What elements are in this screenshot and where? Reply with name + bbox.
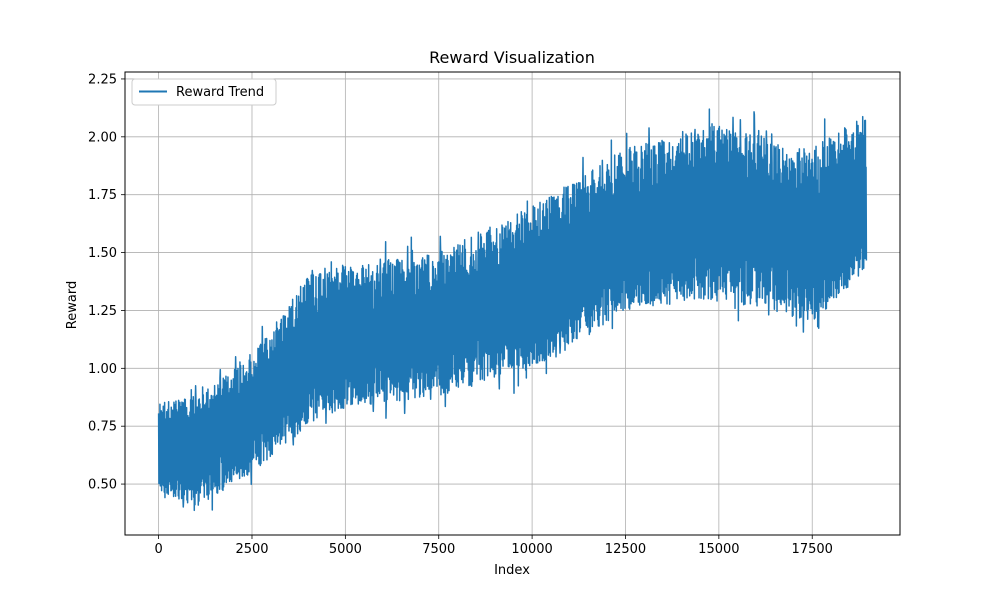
y-axis-ticks: 0.50 0.75 1.00 1.25 1.50 1.75 2.00 2.25 bbox=[88, 72, 125, 493]
y-tick-label: 2.00 bbox=[88, 130, 117, 145]
legend-label-reward-trend: Reward Trend bbox=[176, 85, 264, 100]
plot-frame bbox=[124, 71, 901, 536]
series-reward-trend bbox=[157, 108, 868, 512]
x-tick-label: 5000 bbox=[329, 542, 362, 557]
y-axis-label: Reward bbox=[65, 281, 80, 329]
x-tick-label: 15000 bbox=[698, 542, 739, 557]
x-tick-label: 2500 bbox=[235, 542, 268, 557]
y-tick-label: 1.50 bbox=[88, 246, 117, 261]
x-tick-label: 0 bbox=[154, 542, 162, 557]
x-tick-label: 10000 bbox=[511, 542, 552, 557]
y-tick-label: 1.25 bbox=[88, 304, 117, 319]
x-tick-label: 12500 bbox=[605, 542, 646, 557]
y-tick-label: 2.25 bbox=[88, 72, 117, 87]
y-tick-label: 1.00 bbox=[88, 362, 117, 377]
x-axis-ticks: 0 2500 5000 7500 10000 12500 15000 17500 bbox=[154, 535, 833, 557]
y-tick-label: 1.75 bbox=[88, 188, 117, 203]
legend: Reward Trend bbox=[131, 78, 277, 106]
x-axis-label: Index bbox=[494, 563, 530, 578]
x-tick-label: 17500 bbox=[792, 542, 833, 557]
y-tick-label: 0.50 bbox=[88, 478, 117, 493]
legend-box bbox=[131, 78, 277, 106]
reward-trend-line bbox=[157, 108, 868, 512]
y-tick-label: 0.75 bbox=[88, 420, 117, 435]
x-tick-label: 7500 bbox=[422, 542, 455, 557]
chart-title: Reward Visualization bbox=[429, 48, 595, 67]
